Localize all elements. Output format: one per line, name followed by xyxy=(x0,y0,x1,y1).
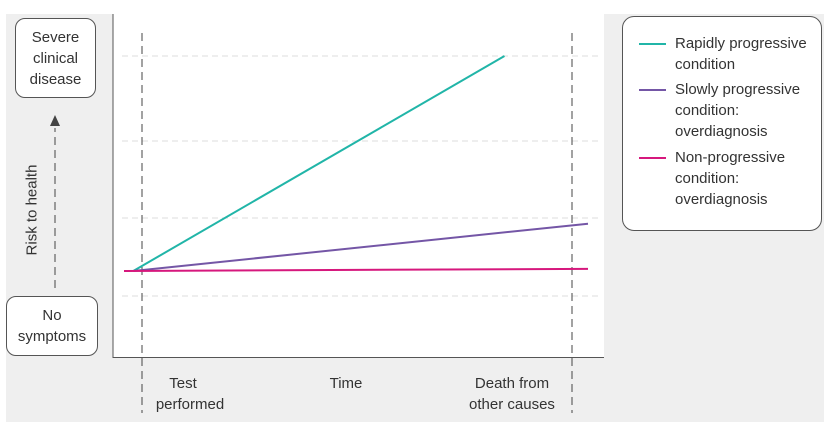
legend-swatch-non-progressive xyxy=(639,157,666,159)
legend-label-slow: Slowly progressive condition: overdiagno… xyxy=(675,81,801,140)
series-line-rapid xyxy=(132,55,505,272)
legend-swatch-rapid xyxy=(639,43,666,45)
legend-swatch-slow xyxy=(639,89,666,91)
legend-item-rapid: Rapidly progressive condition xyxy=(639,33,820,75)
x-tick-death: Death from other causes xyxy=(469,375,555,413)
x-tick-test-performed: Test performed xyxy=(155,375,225,413)
y-arrow-head xyxy=(50,115,60,126)
legend-item-non-progressive: Non-progressive condition: overdiagnosis xyxy=(639,147,820,210)
plot-area xyxy=(113,14,604,357)
no-symptoms-label: No symptoms xyxy=(17,307,87,345)
legend: Rapidly progressive condition Slowly pro… xyxy=(622,16,822,231)
legend-label-rapid: Rapidly progressive condition xyxy=(675,35,807,73)
x-axis-label: Time xyxy=(329,375,363,392)
legend-label-non-progressive: Non-progressive condition: overdiagnosis xyxy=(675,149,786,208)
severe-disease-label: Severe clinical disease xyxy=(29,28,82,88)
legend-item-slow: Slowly progressive condition: overdiagno… xyxy=(639,79,820,142)
series-line-slow xyxy=(133,222,589,272)
series-line-non-progressive xyxy=(123,267,589,272)
no-symptoms-box: No symptoms xyxy=(6,296,98,356)
severe-disease-box: Severe clinical disease xyxy=(15,18,96,98)
y-axis-label: Risk to health xyxy=(23,164,41,256)
